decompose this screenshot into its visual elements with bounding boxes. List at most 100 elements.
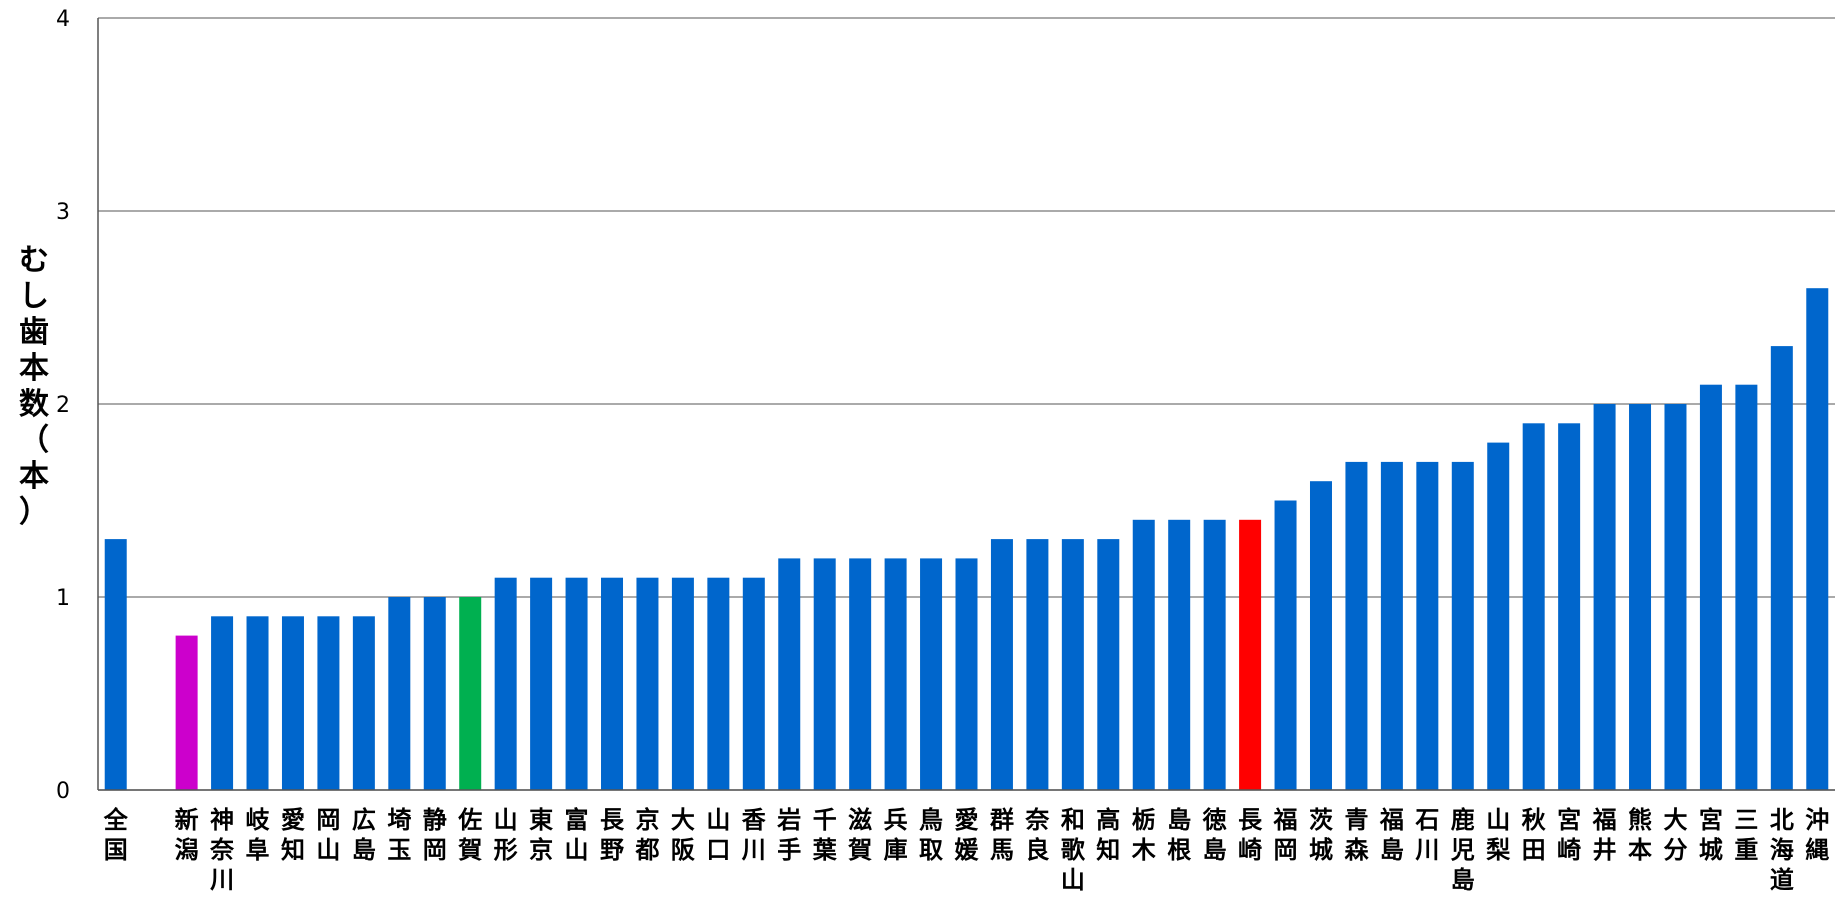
x-tick-label: 全国 bbox=[103, 806, 129, 864]
bar-広島 bbox=[352, 616, 375, 790]
bar-奈良 bbox=[1026, 539, 1049, 790]
bar-岐阜 bbox=[246, 616, 269, 790]
y-tick-label: 2 bbox=[56, 393, 70, 418]
x-tick-label: 栃木 bbox=[1131, 806, 1157, 864]
bar-茨城 bbox=[1309, 481, 1332, 790]
bar-福島 bbox=[1380, 461, 1403, 790]
x-tick-label: 山形 bbox=[494, 806, 518, 864]
x-tick-label: 福島 bbox=[1379, 806, 1404, 864]
x-tick-label: 新潟 bbox=[175, 806, 199, 864]
x-tick-label: 北海道 bbox=[1770, 806, 1794, 894]
bar-熊本 bbox=[1629, 404, 1652, 790]
bar-徳島 bbox=[1203, 519, 1226, 790]
bar-千葉 bbox=[813, 558, 836, 790]
bar-埼玉 bbox=[388, 597, 411, 790]
x-tick-label: 富山 bbox=[565, 806, 589, 864]
x-tick-label: 熊本 bbox=[1628, 806, 1652, 864]
bar-島根 bbox=[1168, 519, 1191, 790]
bar-鹿児島 bbox=[1451, 461, 1474, 790]
x-tick-label: 青森 bbox=[1344, 806, 1369, 864]
bar-山梨 bbox=[1487, 442, 1510, 790]
x-tick-label: 徳島 bbox=[1202, 806, 1227, 864]
y-tick-label: 1 bbox=[56, 586, 70, 611]
x-tick-label: 神奈川 bbox=[209, 806, 235, 894]
x-tick-label: 鹿児島 bbox=[1451, 806, 1475, 894]
x-tick-label: 宮城 bbox=[1699, 806, 1723, 864]
y-tick-label: 3 bbox=[56, 200, 70, 225]
bar-兵庫 bbox=[884, 558, 907, 790]
x-tick-label: 三重 bbox=[1734, 806, 1758, 864]
x-tick-label: 群馬 bbox=[990, 806, 1014, 864]
bars bbox=[104, 288, 1829, 790]
x-tick-label: 京都 bbox=[634, 806, 659, 864]
bar-大分 bbox=[1664, 404, 1687, 790]
bar-栃木 bbox=[1132, 519, 1155, 790]
x-tick-label: 岡山 bbox=[316, 806, 340, 864]
bar-香川 bbox=[742, 577, 765, 790]
x-tick-label: 茨城 bbox=[1309, 806, 1333, 864]
x-category-labels: 全国新潟神奈川岐阜愛知岡山広島埼玉静岡佐賀山形東京富山長野京都大阪山口香川岩手千… bbox=[103, 806, 1830, 894]
x-tick-label: 福岡 bbox=[1273, 806, 1298, 864]
x-tick-label: 岐阜 bbox=[246, 806, 270, 864]
bar-全国 bbox=[104, 539, 127, 790]
x-tick-label: 静岡 bbox=[423, 806, 447, 864]
bar-東京 bbox=[530, 577, 553, 790]
x-tick-label: 大阪 bbox=[671, 806, 695, 864]
axes bbox=[97, 18, 1835, 791]
x-tick-label: 石川 bbox=[1414, 806, 1439, 864]
y-tick-labels: 0 1 2 3 4 bbox=[56, 7, 70, 804]
x-tick-label: 山梨 bbox=[1486, 806, 1510, 864]
bar-三重 bbox=[1735, 384, 1758, 790]
bar-宮城 bbox=[1699, 384, 1722, 790]
x-tick-label: 山口 bbox=[706, 806, 730, 864]
x-tick-label: 福井 bbox=[1592, 806, 1617, 864]
bar-山口 bbox=[707, 577, 730, 790]
x-tick-label: 島根 bbox=[1167, 806, 1191, 864]
bar-佐賀 bbox=[459, 597, 482, 790]
bar-北海道 bbox=[1770, 346, 1793, 790]
x-tick-label: 広島 bbox=[352, 806, 376, 864]
x-tick-label: 高知 bbox=[1096, 806, 1120, 864]
bar-高知 bbox=[1097, 539, 1120, 790]
x-tick-label: 和歌山 bbox=[1061, 806, 1086, 894]
bar-大阪 bbox=[671, 577, 694, 790]
x-tick-label: 千葉 bbox=[812, 806, 838, 864]
bar-青森 bbox=[1345, 461, 1368, 790]
x-tick-label: 鳥取 bbox=[919, 806, 943, 864]
x-tick-label: 東京 bbox=[529, 806, 553, 864]
y-tick-label: 0 bbox=[56, 779, 70, 804]
y-tick-label: 4 bbox=[56, 7, 70, 32]
bar-愛知 bbox=[281, 616, 304, 790]
x-tick-label: 長野 bbox=[600, 806, 625, 864]
x-tick-label: 大分 bbox=[1663, 806, 1687, 864]
bar-富山 bbox=[565, 577, 588, 790]
bar-愛媛 bbox=[955, 558, 978, 790]
bar-石川 bbox=[1416, 461, 1439, 790]
bar-岩手 bbox=[778, 558, 801, 790]
bar-長崎 bbox=[1239, 519, 1262, 790]
x-tick-label: 滋賀 bbox=[847, 806, 872, 864]
bar-新潟 bbox=[175, 635, 198, 790]
x-tick-label: 奈良 bbox=[1024, 806, 1050, 864]
x-tick-label: 秋田 bbox=[1522, 806, 1547, 864]
x-tick-label: 愛媛 bbox=[955, 806, 980, 864]
bar-静岡 bbox=[423, 597, 446, 790]
bar-群馬 bbox=[990, 539, 1013, 790]
bar-福井 bbox=[1593, 404, 1616, 790]
bar-神奈川 bbox=[211, 616, 234, 790]
x-tick-label: 愛知 bbox=[281, 806, 305, 864]
x-tick-label: 埼玉 bbox=[387, 806, 411, 864]
x-tick-label: 長崎 bbox=[1238, 806, 1263, 864]
x-tick-label: 兵庫 bbox=[884, 806, 908, 864]
bar-福岡 bbox=[1274, 500, 1297, 790]
bar-岡山 bbox=[317, 616, 340, 790]
bar-京都 bbox=[636, 577, 659, 790]
bar-秋田 bbox=[1522, 423, 1545, 790]
y-axis-title: むし歯本数（本） bbox=[19, 243, 50, 530]
bar-鳥取 bbox=[920, 558, 943, 790]
bar-山形 bbox=[494, 577, 517, 790]
x-tick-label: 宮崎 bbox=[1557, 806, 1581, 864]
bar-沖縄 bbox=[1806, 288, 1829, 790]
